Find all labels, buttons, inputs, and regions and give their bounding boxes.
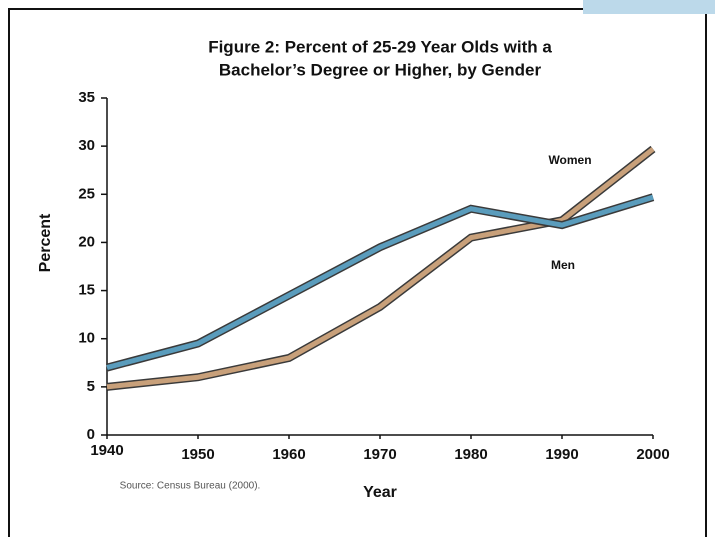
y-axis-label: Percent — [37, 213, 54, 272]
y-tick-label: 35 — [78, 89, 95, 106]
y-tick-label: 0 — [87, 426, 95, 443]
y-tick-label: 25 — [78, 185, 95, 202]
x-tick-label: 1950 — [181, 446, 214, 463]
series-label: Men — [551, 258, 575, 272]
chart-title: Bachelor’s Degree or Higher, by Gender — [219, 60, 542, 79]
series-line — [106, 194, 654, 371]
x-tick-label: 1980 — [454, 446, 487, 463]
x-tick-label: 1990 — [545, 446, 578, 463]
series-label: Women — [548, 153, 591, 167]
x-tick-label: 1960 — [272, 446, 305, 463]
x-tick-label: 2000 — [636, 446, 669, 463]
x-tick-label: 1940 — [90, 442, 123, 459]
y-tick-label: 20 — [78, 233, 95, 250]
x-axis-label: Year — [363, 484, 397, 501]
series-line — [106, 147, 655, 390]
source-note: Source: Census Bureau (2000). — [120, 481, 261, 492]
header-band — [583, 0, 715, 14]
x-tick-label: 1970 — [363, 446, 396, 463]
y-tick-label: 10 — [78, 330, 95, 347]
y-tick-label: 5 — [87, 378, 95, 395]
chart-title: Figure 2: Percent of 25-29 Year Olds wit… — [208, 37, 552, 56]
y-tick-label: 15 — [78, 282, 95, 299]
frame — [8, 8, 707, 537]
y-tick-label: 30 — [78, 137, 95, 154]
